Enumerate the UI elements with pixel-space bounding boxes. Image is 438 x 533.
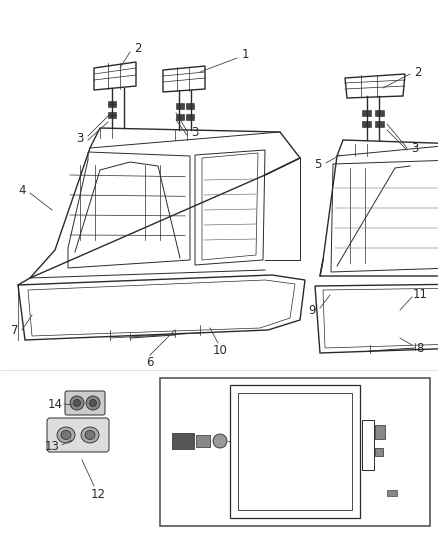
Bar [160,378,430,526]
Text: 3: 3 [411,141,419,155]
Bar [375,425,385,439]
Text: 4: 4 [18,183,26,197]
Bar [375,448,383,456]
Text: 7: 7 [11,324,19,336]
Bar [176,114,184,120]
Ellipse shape [81,427,99,443]
Text: 5: 5 [314,158,321,172]
Ellipse shape [57,427,75,443]
Text: 2: 2 [134,42,142,54]
Bar [108,112,116,118]
Bar [362,121,371,127]
Bar [362,110,371,116]
Text: 3: 3 [191,126,199,140]
FancyBboxPatch shape [47,418,109,452]
Text: 1: 1 [241,49,249,61]
Ellipse shape [85,431,95,440]
Text: 10: 10 [212,343,227,357]
Circle shape [70,396,84,410]
Bar [186,114,194,120]
Text: 6: 6 [146,356,154,368]
Ellipse shape [61,431,71,440]
Bar [196,435,210,447]
Bar [176,103,184,109]
Circle shape [74,400,81,407]
Text: 11: 11 [413,288,427,302]
Bar [172,433,194,449]
Circle shape [89,400,96,407]
Circle shape [86,396,100,410]
Text: 2: 2 [414,66,422,78]
Text: 12: 12 [91,489,106,502]
Text: 13: 13 [45,440,60,454]
Bar [375,110,384,116]
FancyBboxPatch shape [65,391,105,415]
Bar [362,420,374,470]
Text: 14: 14 [47,399,63,411]
Text: 8: 8 [416,342,424,354]
Bar [108,101,116,107]
Bar [186,103,194,109]
Text: 9: 9 [308,303,316,317]
Bar [387,490,397,496]
Bar [375,121,384,127]
Circle shape [213,434,227,448]
Text: 3: 3 [76,132,84,144]
